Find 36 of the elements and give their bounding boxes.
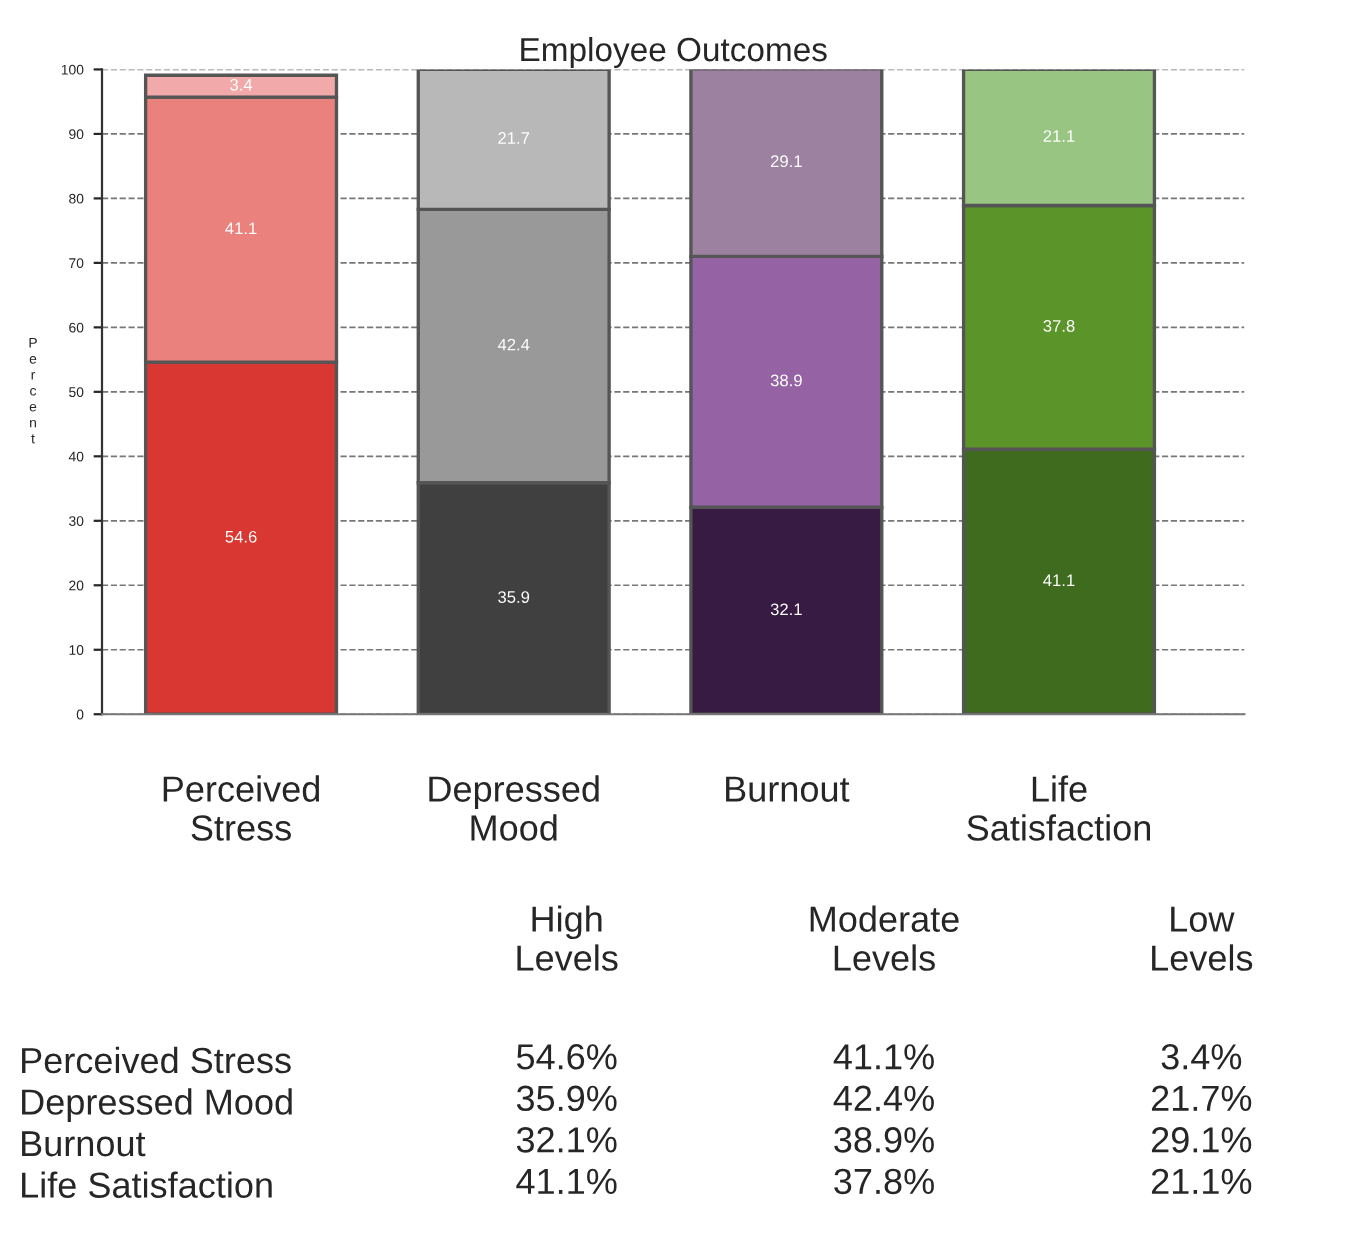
data-label: 35.9: [498, 591, 530, 603]
text: 42.4%: [833, 1085, 934, 1111]
data-label: 37.8: [1043, 320, 1075, 332]
text: 21.7%: [1151, 1085, 1252, 1111]
text: 41.1%: [833, 1044, 934, 1070]
x-tick-label: Burnout: [726, 776, 850, 802]
x-tick-label: Depressed Mood: [429, 775, 599, 841]
data-label: 38.9: [770, 374, 802, 387]
category-label: Moderate Levels: [810, 905, 959, 971]
text: 54.6%: [516, 1044, 617, 1070]
data-label: 41.1: [225, 222, 257, 234]
category-label: Depressed Mood: [22, 1088, 292, 1123]
x-tick-label: Life Satisfaction: [967, 775, 1150, 841]
category-label: High Levels: [517, 905, 618, 971]
x-tick-label: Perceived Stress: [163, 775, 320, 841]
data-label: 29.1: [770, 155, 802, 168]
data-label: 21.7: [498, 132, 530, 144]
data-label: 41.1: [1043, 574, 1075, 587]
category-label: Perceived Stress: [22, 1046, 291, 1074]
data-label: 21.1: [1043, 130, 1075, 142]
data-label: 3.4: [230, 78, 253, 91]
category-label: Low Levels: [1152, 906, 1253, 971]
text: 29.1%: [1151, 1127, 1252, 1153]
text: 41.1%: [516, 1168, 617, 1195]
text: 21.1%: [1151, 1168, 1252, 1195]
text: 38.9%: [834, 1127, 934, 1153]
data-label: 42.4: [497, 338, 530, 351]
text: 37.8%: [834, 1168, 934, 1195]
text: 3.4%: [1161, 1044, 1242, 1070]
text: 32.1%: [516, 1127, 617, 1153]
category-label: Burnout: [22, 1131, 146, 1157]
category-label: Life Satisfaction: [22, 1171, 272, 1198]
text: 35.9%: [516, 1085, 617, 1112]
data-label: 32.1: [770, 603, 802, 616]
data-label: 54.6: [225, 530, 257, 543]
chart-title: Employee Outcomes: [521, 36, 827, 69]
